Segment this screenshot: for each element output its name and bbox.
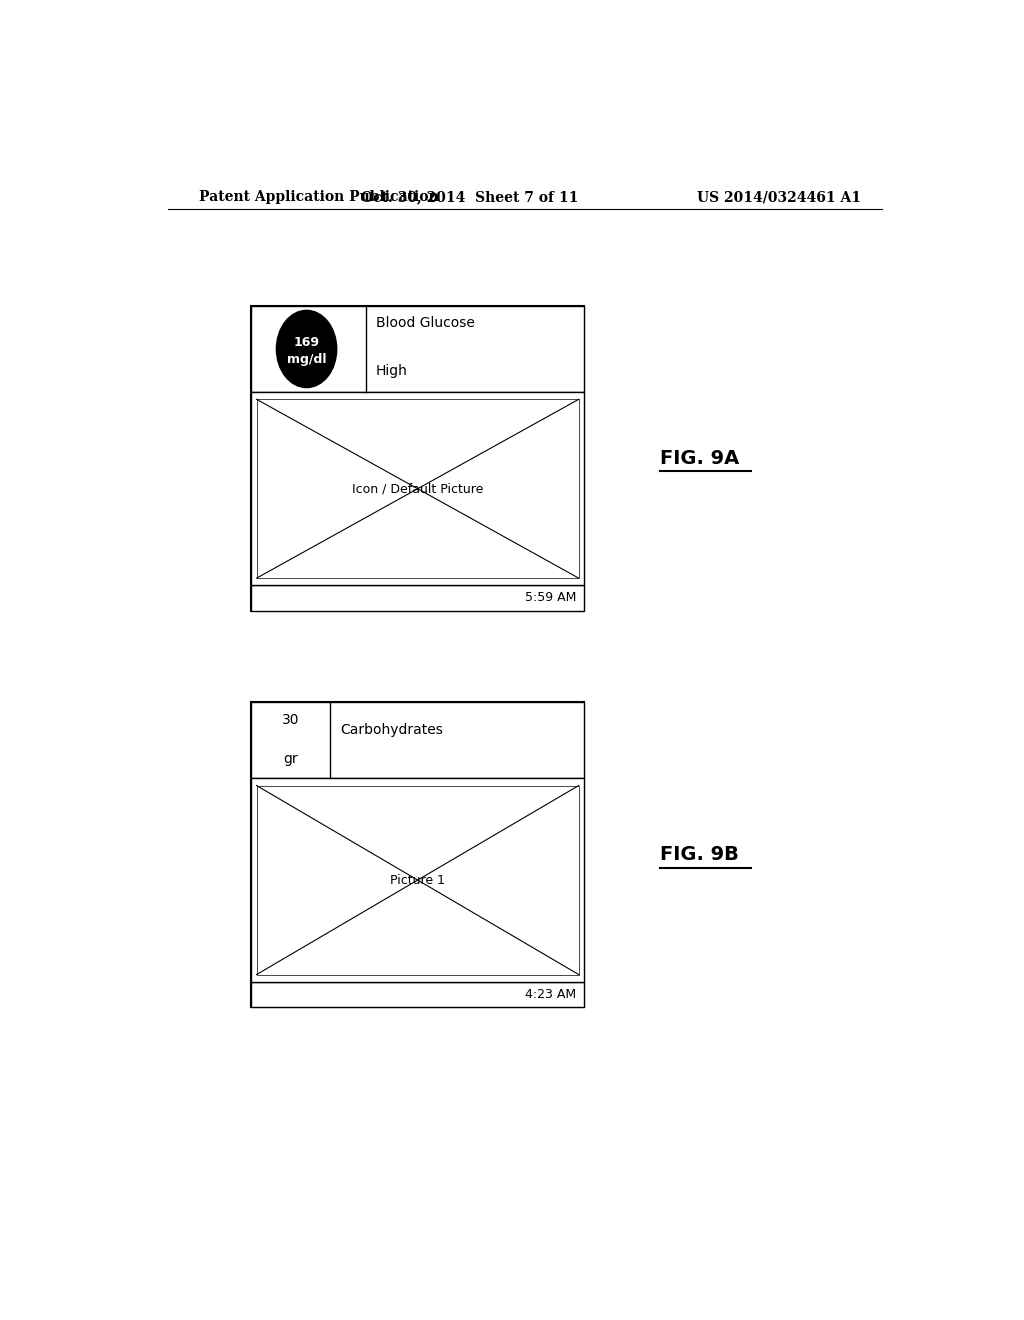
Circle shape [276,310,337,388]
Text: mg/dl: mg/dl [287,354,327,366]
Bar [251,392,585,585]
Text: Icon / Default Picture: Icon / Default Picture [352,482,483,495]
Text: Picture 1: Picture 1 [390,874,445,887]
Text: Carbohydrates: Carbohydrates [340,723,442,737]
Text: High: High [376,364,408,379]
Text: US 2014/0324461 A1: US 2014/0324461 A1 [696,190,861,205]
Bar [251,702,585,779]
Bar [255,708,581,1002]
Bar [251,306,585,611]
Bar [251,779,585,982]
Text: 169: 169 [294,335,319,348]
Bar [251,306,585,392]
Text: 30: 30 [282,713,299,727]
Text: FIG. 9A: FIG. 9A [659,449,739,467]
Bar [257,399,579,578]
Text: Blood Glucose: Blood Glucose [376,315,474,330]
Text: 4:23 AM: 4:23 AM [525,987,577,1001]
Text: 5:59 AM: 5:59 AM [525,591,577,605]
Bar [257,785,579,974]
Bar [251,585,585,611]
Text: gr: gr [284,751,298,766]
Text: Oct. 30, 2014  Sheet 7 of 11: Oct. 30, 2014 Sheet 7 of 11 [360,190,578,205]
Text: FIG. 9B: FIG. 9B [659,845,738,865]
Bar [251,982,585,1007]
Text: Patent Application Publication: Patent Application Publication [200,190,439,205]
Bar [255,312,581,606]
Bar [251,702,585,1007]
